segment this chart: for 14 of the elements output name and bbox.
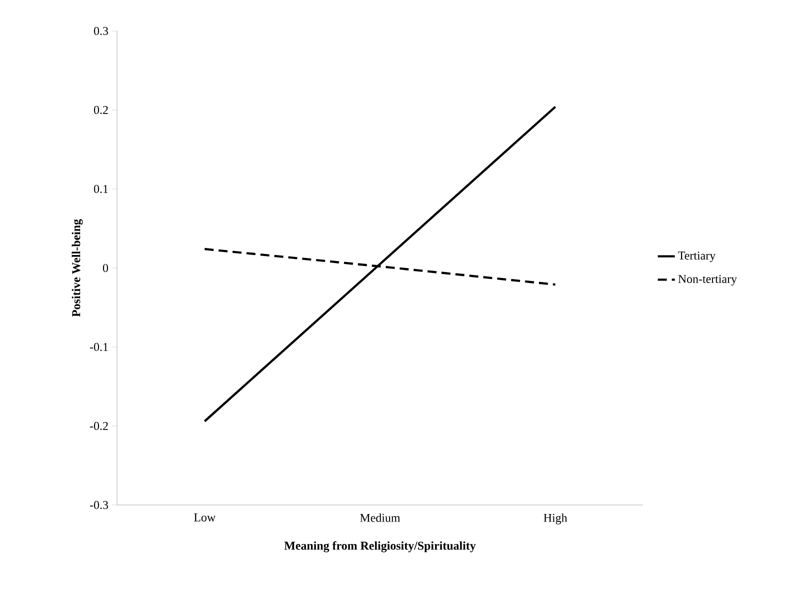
y-tick-label: -0.1: [90, 342, 108, 352]
x-tick-label: Medium: [360, 514, 400, 522]
y-axis-title: Positive Well-being: [72, 219, 83, 317]
legend-label: Tertiary: [678, 252, 716, 262]
y-tick-label: 0: [102, 264, 108, 272]
y-tick-label: 0.1: [94, 184, 108, 194]
y-tick-label: -0.3: [90, 500, 108, 510]
x-tick-label: Low: [194, 514, 216, 522]
y-tick-label: -0.2: [90, 422, 108, 430]
y-tick-label: 0.2: [94, 106, 108, 114]
x-axis-title: Meaning from Religiosity/Spirituality: [284, 541, 476, 552]
legend-label: Non-tertiary: [678, 274, 737, 286]
y-tick-label: 0.3: [94, 26, 108, 36]
x-tick-label: High: [544, 514, 568, 524]
